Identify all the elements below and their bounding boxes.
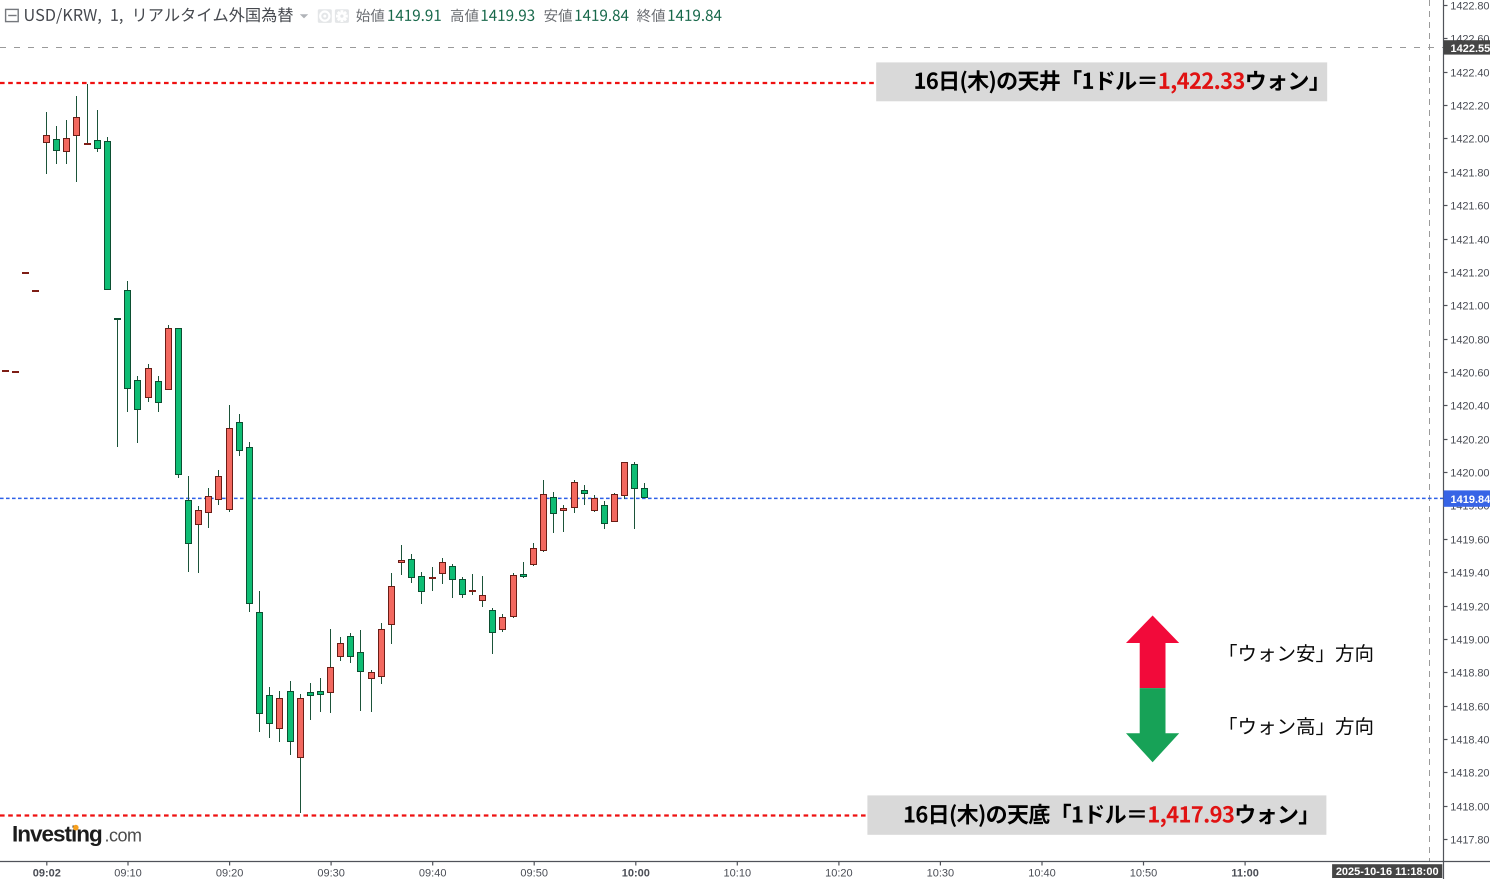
svg-text:11:00: 11:00 [1231, 868, 1259, 879]
svg-text:1420.40: 1420.40 [1450, 400, 1489, 412]
svg-text:10:40: 10:40 [1028, 868, 1056, 879]
svg-text:1420.20: 1420.20 [1450, 434, 1489, 446]
svg-text:1421.40: 1421.40 [1450, 234, 1489, 246]
svg-text:09:20: 09:20 [216, 868, 244, 879]
svg-text:2025-10-16 11:18:00: 2025-10-16 11:18:00 [1336, 866, 1439, 878]
svg-text:1421.20: 1421.20 [1450, 267, 1489, 279]
svg-text:1422.80: 1422.80 [1450, 0, 1489, 12]
svg-text:1418.40: 1418.40 [1450, 734, 1489, 746]
svg-text:1419.40: 1419.40 [1450, 567, 1489, 579]
svg-text:09:10: 09:10 [114, 868, 142, 879]
svg-text:10:50: 10:50 [1130, 868, 1158, 879]
svg-text:1418.80: 1418.80 [1450, 667, 1489, 679]
svg-text:10:20: 10:20 [825, 868, 853, 879]
svg-text:10:00: 10:00 [622, 868, 650, 879]
svg-text:09:40: 09:40 [419, 868, 447, 879]
svg-text:1422.00: 1422.00 [1450, 133, 1489, 145]
svg-text:09:30: 09:30 [317, 868, 345, 879]
svg-text:1418.00: 1418.00 [1450, 801, 1489, 813]
svg-text:1419.00: 1419.00 [1450, 634, 1489, 646]
svg-text:1422.55: 1422.55 [1451, 43, 1490, 55]
svg-text:10:10: 10:10 [724, 868, 752, 879]
svg-text:1422.40: 1422.40 [1450, 67, 1489, 79]
svg-text:1422.20: 1422.20 [1450, 100, 1489, 112]
svg-text:1419.60: 1419.60 [1450, 534, 1489, 546]
svg-text:1419.20: 1419.20 [1450, 601, 1489, 613]
svg-text:09:02: 09:02 [33, 868, 61, 879]
svg-text:1420.60: 1420.60 [1450, 367, 1489, 379]
svg-text:Investing: Investing [12, 822, 102, 847]
svg-text:.com: .com [105, 826, 142, 846]
svg-text:1417.80: 1417.80 [1450, 834, 1489, 846]
svg-text:09:50: 09:50 [520, 868, 548, 879]
svg-text:1418.20: 1418.20 [1450, 767, 1489, 779]
svg-text:1418.60: 1418.60 [1450, 701, 1489, 713]
svg-text:1421.60: 1421.60 [1450, 200, 1489, 212]
svg-text:1420.80: 1420.80 [1450, 334, 1489, 346]
svg-text:1419.84: 1419.84 [1451, 494, 1490, 506]
svg-text:1421.80: 1421.80 [1450, 167, 1489, 179]
svg-text:1421.00: 1421.00 [1450, 300, 1489, 312]
svg-text:1420.00: 1420.00 [1450, 467, 1489, 479]
svg-text:10:30: 10:30 [927, 868, 955, 879]
